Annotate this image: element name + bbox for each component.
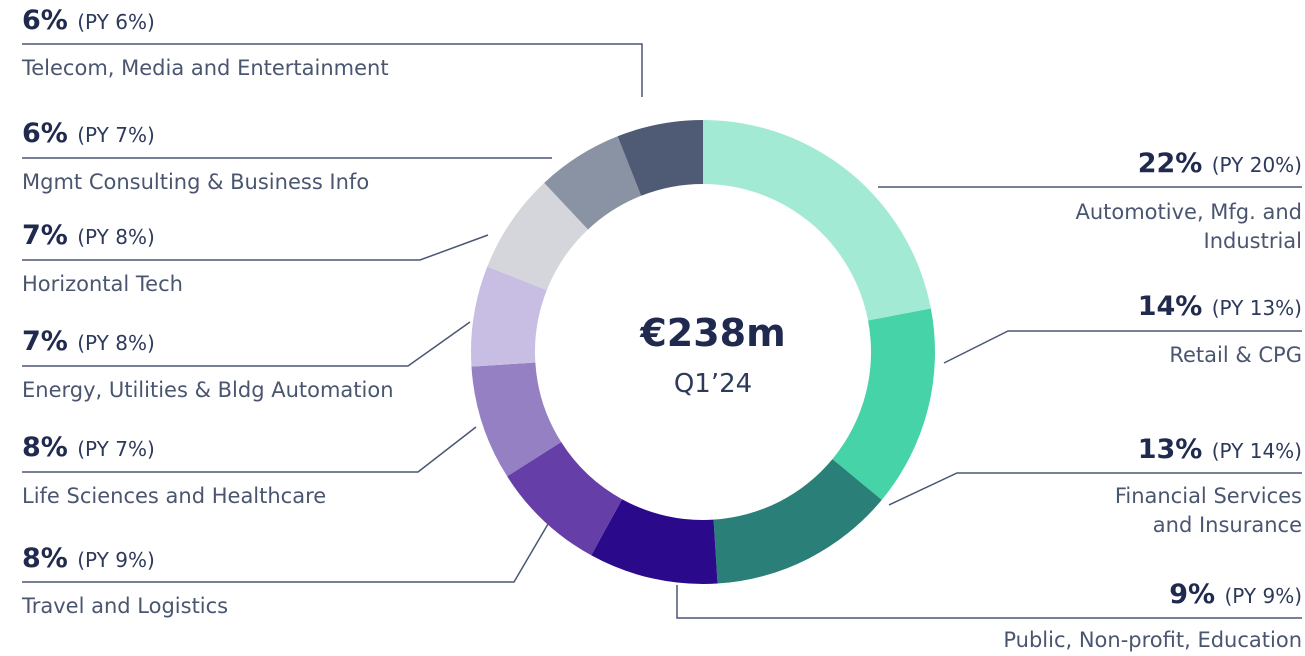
donut-segment [713, 459, 882, 584]
category-label: Life Sciences and Healthcare [22, 484, 327, 508]
category-label: Financial Services and Insurance [1114, 484, 1302, 537]
value-text: 6% [22, 5, 68, 36]
donut-segment [471, 266, 547, 367]
prior-year-label: (PY 9%) [1224, 584, 1302, 608]
donut-segment [487, 182, 588, 291]
leader-line [22, 234, 489, 261]
value-label: 7% (PY 8%) [22, 326, 155, 357]
category-label: Horizontal Tech [22, 272, 183, 296]
value-text: 7% [22, 220, 68, 251]
category-label: Public, Non-profit, Education [1003, 628, 1302, 652]
category-label: Telecom, Media and Entertainment [22, 56, 389, 80]
leader-line [22, 523, 549, 583]
value-label: 13% (PY 14%) [1138, 434, 1302, 465]
category-label: Mgmt Consulting & Business Info [22, 170, 370, 194]
value-label: 14% (PY 13%) [1138, 291, 1302, 322]
value-label: 7% (PY 8%) [22, 220, 155, 251]
category-label: Automotive, Mfg. and Industrial [1075, 200, 1302, 253]
leader-line [22, 43, 643, 97]
value-text: 8% [22, 432, 68, 463]
value-label: 8% (PY 7%) [22, 432, 155, 463]
category-label: Energy, Utilities & Bldg Automation [22, 378, 394, 402]
value-label: 22% (PY 20%) [1138, 148, 1302, 179]
value-label: 6% (PY 6%) [22, 5, 155, 36]
value-text: 22% [1137, 148, 1203, 179]
prior-year-label: (PY 13%) [1211, 296, 1302, 320]
value-label: 9% (PY 9%) [1169, 579, 1302, 610]
prior-year-label: (PY 20%) [1211, 153, 1302, 177]
donut-segment [617, 120, 703, 196]
prior-year-label: (PY 7%) [77, 123, 155, 147]
center-label: Q1’24 [674, 369, 752, 399]
leader-line [888, 472, 1302, 506]
value-text: 8% [22, 543, 68, 574]
prior-year-label: (PY 8%) [77, 225, 155, 249]
center-value: €238m [639, 311, 785, 355]
value-label: 8% (PY 9%) [22, 543, 155, 574]
leader-line [943, 330, 1302, 364]
donut-segment [832, 308, 935, 500]
value-label: 6% (PY 7%) [22, 118, 155, 149]
leader-lines [22, 43, 1302, 619]
value-text: 13% [1137, 434, 1203, 465]
category-label: Travel and Logistics [22, 594, 229, 618]
donut-segment [507, 442, 623, 556]
value-text: 9% [1169, 579, 1216, 610]
prior-year-label: (PY 9%) [77, 548, 155, 572]
prior-year-label: (PY 7%) [77, 437, 155, 461]
prior-year-label: (PY 14%) [1211, 439, 1302, 463]
leader-line [676, 585, 1302, 619]
category-label: Retail & CPG [1169, 343, 1302, 367]
prior-year-label: (PY 6%) [77, 10, 155, 34]
value-text: 7% [22, 326, 68, 357]
value-text: 14% [1137, 291, 1203, 322]
donut-segment [703, 120, 931, 321]
value-text: 6% [22, 118, 68, 149]
donut-segment [544, 136, 642, 230]
leader-line [22, 321, 471, 367]
donut-segment [591, 499, 718, 584]
leader-line [22, 426, 477, 473]
donut-segment [471, 362, 562, 477]
prior-year-label: (PY 8%) [77, 331, 155, 355]
